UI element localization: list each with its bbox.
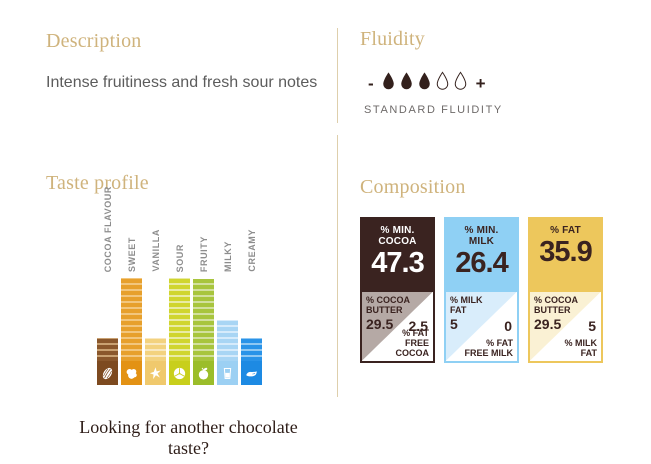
composition-section: Composition % MIN. COCOA 47.3% COCOA BUTT… bbox=[337, 135, 637, 397]
card-sub-value: 0 bbox=[504, 318, 512, 334]
card-top-fat: % FAT 35.9 bbox=[528, 217, 603, 290]
fluidity-drop-filled-icon bbox=[419, 72, 430, 90]
card-sub-label: % MILK FAT bbox=[564, 338, 598, 358]
card-sub-value: 5 bbox=[588, 318, 596, 334]
taste-bar-milky bbox=[217, 320, 238, 385]
composition-heading: Composition bbox=[360, 176, 466, 198]
card-value: 35.9 bbox=[539, 236, 592, 268]
card-value: 26.4 bbox=[455, 247, 508, 279]
card-label: % MIN. COCOA bbox=[378, 225, 417, 247]
taste-bar-label: VANILLA bbox=[150, 229, 161, 272]
taste-profile-section: Taste profile bbox=[46, 172, 331, 194]
card-sub-label: % COCOA BUTTER bbox=[366, 295, 411, 315]
card-value: 47.3 bbox=[371, 247, 424, 279]
taste-bar-value bbox=[193, 279, 214, 361]
taste-bar-label: FRUITY bbox=[198, 235, 209, 272]
minus-label: - bbox=[368, 73, 374, 93]
card-sub-label: % FAT FREE MILK bbox=[464, 338, 514, 358]
candy-icon bbox=[121, 361, 142, 385]
card-sub-value: 29.5 bbox=[366, 316, 394, 332]
taste-bar-value bbox=[97, 338, 118, 361]
taste-bar-cocoa-flavour bbox=[97, 338, 118, 385]
taste-bar-vanilla bbox=[145, 338, 166, 385]
composition-card-milk: % MIN. MILK 26.4 % MILK FAT 5 0 % FAT FREE MI… bbox=[444, 217, 519, 363]
fluidity-section: Fluidity - + STANDARD FLUIDITY bbox=[337, 28, 637, 123]
card-sub-label: % FAT FREE COCOA bbox=[395, 328, 430, 358]
card-sub-label: % COCOA BUTTER bbox=[534, 295, 579, 315]
taste-bar-value bbox=[169, 278, 190, 361]
taste-bar-label: MILKY bbox=[222, 241, 233, 272]
taste-bar-sour bbox=[169, 278, 190, 385]
taste-bar-label: CREAMY bbox=[246, 229, 257, 272]
fluidity-drop-empty-icon bbox=[454, 71, 467, 90]
card-sub-label: % MILK FAT bbox=[450, 295, 483, 315]
citrus-slice-icon bbox=[169, 361, 190, 385]
card-sub-value: 29.5 bbox=[534, 316, 562, 332]
fluidity-caption: STANDARD FLUIDITY bbox=[364, 104, 503, 116]
fluidity-drops bbox=[380, 71, 470, 96]
fluidity-drop-filled-icon bbox=[401, 72, 412, 90]
taste-bar-value bbox=[145, 338, 166, 361]
card-bottom-cocoa: % COCOA BUTTER 29.5 2.5% FAT FREE COCOA bbox=[360, 290, 435, 363]
card-sub-value: 5 bbox=[450, 316, 458, 332]
apple-icon bbox=[193, 361, 214, 385]
card-bottom-milk: % MILK FAT 5 0 % FAT FREE MILK bbox=[444, 290, 519, 363]
description-section: Description Intense fruitiness and fresh… bbox=[46, 30, 331, 96]
taste-bar-label: SOUR bbox=[174, 243, 185, 272]
taste-bar-label: SWEET bbox=[126, 236, 137, 272]
taste-bar-value bbox=[217, 320, 238, 361]
taste-bar-creamy bbox=[241, 338, 262, 385]
taste-bar-value bbox=[121, 278, 142, 361]
composition-cards: % MIN. COCOA 47.3% COCOA BUTTER 29.5 2.5% F… bbox=[360, 217, 637, 363]
vanilla-flower-icon bbox=[145, 361, 166, 385]
fluidity-drop-empty-icon bbox=[436, 71, 449, 90]
taste-bar-sweet bbox=[121, 278, 142, 385]
taste-profile-heading: Taste profile bbox=[46, 172, 149, 194]
cream-swirl-icon bbox=[241, 361, 262, 385]
taste-bar-label: COCOA FLAVOUR bbox=[102, 185, 113, 272]
fluidity-rating: - + bbox=[368, 71, 637, 96]
taste-bar-value bbox=[241, 338, 262, 361]
card-top-milk: % MIN. MILK 26.4 bbox=[444, 217, 519, 290]
chocolate-taste-link[interactable]: Looking for another chocolate taste? bbox=[79, 417, 298, 458]
composition-card-fat: % FAT 35.9 % COCOA BUTTER 29.5 5 % MILK FAT bbox=[528, 217, 603, 363]
plus-label: + bbox=[475, 73, 486, 93]
card-label: % FAT bbox=[550, 225, 581, 236]
composition-card-cocoa: % MIN. COCOA 47.3 % COCOA BUTTER 29.5 2.5% F… bbox=[360, 217, 435, 363]
milk-glass-icon bbox=[217, 361, 238, 385]
card-bottom-fat: % COCOA BUTTER 29.5 5 % MILK FAT bbox=[528, 290, 603, 363]
taste-profile-chart: COCOA FLAVOUR SWEET VANILLA SOUR FRUITY MILKY… bbox=[97, 186, 265, 385]
description-text: Intense fruitiness and fresh sour notes bbox=[46, 74, 318, 91]
description-heading: Description bbox=[46, 30, 142, 52]
card-label: % MIN. MILK bbox=[464, 225, 499, 247]
fluidity-heading: Fluidity bbox=[360, 28, 425, 50]
taste-bar-fruity bbox=[193, 279, 214, 385]
taste-bar-labels: COCOA FLAVOUR SWEET VANILLA SOUR FRUITY MILKY… bbox=[97, 186, 265, 272]
cocoa-bean-icon bbox=[97, 361, 118, 385]
card-sub-value: 2.5 bbox=[408, 318, 428, 334]
taste-bars bbox=[97, 278, 265, 385]
fluidity-drop-filled-icon bbox=[383, 72, 394, 90]
card-top-cocoa: % MIN. COCOA 47.3 bbox=[360, 217, 435, 290]
